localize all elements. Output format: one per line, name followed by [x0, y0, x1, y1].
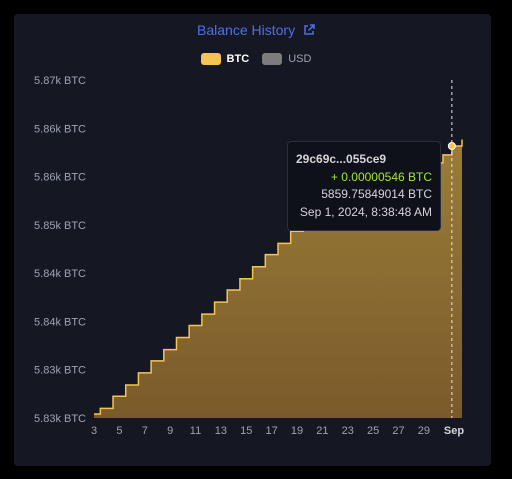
y-tick-label: 5.84k BTC [34, 268, 86, 280]
y-tick-label: 5.84k BTC [34, 316, 86, 328]
chart-title[interactable]: Balance History [0, 22, 512, 39]
x-tick-label: 15 [240, 425, 252, 437]
y-tick-label: 5.83k BTC [34, 365, 86, 377]
x-tick-label: 29 [418, 425, 430, 437]
y-tick-label: 5.83k BTC [34, 413, 86, 425]
legend-item-usd[interactable]: USD [262, 53, 311, 65]
legend-item-btc[interactable]: BTC [200, 53, 250, 65]
y-axis: 5.87k BTC 5.86k BTC 5.86k BTC 5.85k BTC 5.84… [34, 75, 86, 425]
y-tick-label: 5.86k BTC [34, 172, 86, 184]
y-tick-label: 5.85k BTC [34, 220, 86, 232]
x-tick-label: 9 [167, 425, 173, 437]
chart-tooltip: 29c69c...055ce9 + 0.00000546 BTC 5859.75… [287, 141, 441, 231]
x-tick-label: 7 [142, 425, 148, 437]
x-tick-label: 19 [291, 425, 303, 437]
x-tick-label: 3 [91, 425, 97, 437]
external-link-icon[interactable] [303, 23, 315, 39]
legend-label-btc: BTC [226, 53, 250, 65]
x-tick-label: 23 [342, 425, 354, 437]
y-tick-label: 5.87k BTC [34, 75, 86, 87]
hover-point [447, 141, 456, 150]
x-tick-label: 27 [392, 425, 404, 437]
chart-legend: BTC USD [0, 53, 512, 68]
chart-title-text[interactable]: Balance History [197, 22, 296, 38]
x-tick-label: 21 [316, 425, 328, 437]
legend-swatch-usd [262, 53, 283, 65]
tooltip-transaction-id: 29c69c...055ce9 [296, 152, 387, 166]
tooltip-delta: + 0.00000546 BTC [330, 169, 432, 184]
x-tick-label: Sep [444, 425, 464, 437]
tooltip-balance: 5859.75849014 BTC [321, 187, 432, 201]
legend-swatch-btc [200, 53, 221, 65]
tooltip-date: Sep 1, 2024, 8:38:48 AM [299, 204, 432, 219]
x-tick-label: 17 [266, 425, 278, 437]
x-tick-label: 11 [190, 425, 201, 437]
x-tick-label: 25 [367, 425, 379, 437]
x-axis: 3 5 7 9 11 13 15 17 19 21 23 25 27 29 Sep [91, 425, 464, 437]
x-tick-label: 13 [215, 425, 227, 437]
legend-label-usd: USD [288, 53, 312, 65]
y-tick-label: 5.86k BTC [34, 123, 86, 135]
x-tick-label: 5 [116, 425, 122, 437]
